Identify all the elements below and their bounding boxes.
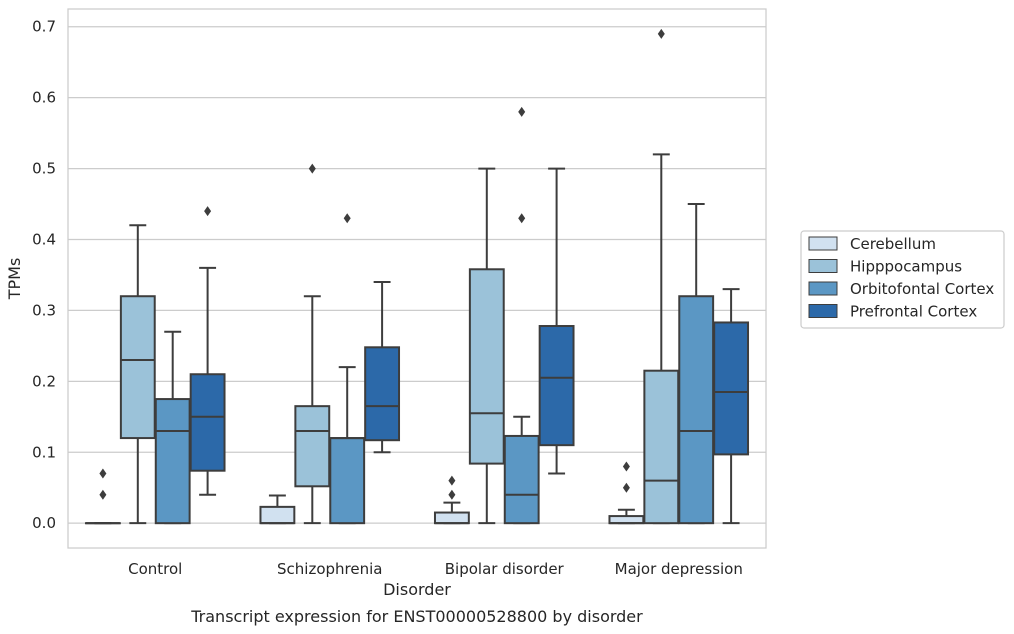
x-tick-labels: Control Schizophrenia Bipolar disorder Majo… — [128, 560, 743, 578]
outlier-point — [657, 28, 665, 39]
y-tick-labels: 0.0 0.1 0.2 0.3 0.4 0.5 0.6 0.7 — [32, 18, 56, 532]
y-tick-label: 0.7 — [32, 18, 56, 36]
box-3-0 — [189, 206, 226, 496]
box-iqr — [678, 295, 715, 525]
outlier-point — [343, 213, 351, 224]
box-2-3 — [678, 203, 715, 525]
legend: Cerebellum Hipppocampus Orbitofontal Corte… — [800, 230, 1005, 329]
outlier-point — [99, 489, 107, 500]
legend-label: Cerebellum — [850, 235, 936, 253]
outlier-point — [308, 163, 316, 174]
boxes — [84, 28, 750, 525]
box-iqr — [259, 505, 296, 525]
plot-frame — [67, 8, 767, 549]
box-iqr — [189, 373, 226, 472]
outlier-point — [622, 461, 630, 472]
box-iqr — [329, 437, 366, 525]
outlier-point — [518, 106, 526, 117]
legend-swatch — [808, 304, 838, 318]
box-iqr — [154, 398, 191, 525]
x-axis-label: Disorder — [383, 580, 451, 599]
y-axis-label: TPMs — [5, 258, 24, 301]
box-1-0 — [119, 224, 156, 525]
box-3-1 — [364, 281, 401, 454]
box-iqr — [503, 434, 540, 525]
box-iqr — [608, 515, 645, 525]
legend-label: Prefrontal Cortex — [850, 303, 977, 321]
box-0-1 — [259, 494, 296, 525]
box-0-3 — [608, 461, 645, 525]
box-0-0 — [84, 468, 121, 525]
legend-swatch — [808, 281, 838, 296]
y-tick-label: 0.5 — [32, 160, 56, 178]
legend-label: Hipppocampus — [850, 258, 962, 276]
y-tick-label: 0.1 — [32, 443, 56, 461]
y-tick-label: 0.4 — [32, 230, 56, 248]
box-iqr — [713, 321, 750, 456]
box-2-0 — [154, 330, 191, 525]
outlier-point — [448, 489, 456, 500]
outlier-point — [518, 213, 526, 224]
legend-label: Orbitofontal Cortex — [850, 280, 994, 298]
x-tick-label: Major depression — [615, 560, 743, 578]
box-iqr — [468, 268, 505, 465]
x-tick-label: Schizophrenia — [277, 560, 382, 578]
box-iqr — [643, 369, 680, 525]
legend-swatch — [808, 236, 838, 251]
y-tick-label: 0.2 — [32, 372, 56, 390]
box-iqr — [433, 511, 470, 525]
figure-caption: Transcript expression for ENST0000052880… — [190, 607, 643, 626]
box-iqr — [294, 405, 331, 488]
box-0-2 — [433, 475, 470, 525]
outlier-point — [99, 468, 107, 479]
y-tick-label: 0.6 — [32, 89, 56, 107]
outlier-point — [204, 206, 212, 217]
box-2-1 — [329, 213, 366, 525]
box-1-1 — [294, 163, 331, 525]
box-1-3 — [643, 28, 680, 525]
box-iqr — [119, 295, 156, 440]
legend-swatch — [808, 259, 838, 273]
legend-frame — [800, 230, 1005, 329]
box-iqr — [364, 346, 401, 442]
x-tick-label: Control — [128, 560, 182, 578]
box-3-3 — [713, 288, 750, 525]
box-1-2 — [468, 167, 505, 525]
y-tick-label: 0.3 — [32, 301, 56, 319]
box-2-2 — [503, 106, 540, 525]
outlier-point — [448, 475, 456, 486]
box-iqr — [538, 325, 575, 447]
box-3-2 — [538, 167, 575, 475]
x-tick-label: Bipolar disorder — [445, 560, 565, 578]
y-tick-label: 0.0 — [32, 514, 56, 532]
outlier-point — [622, 482, 630, 493]
